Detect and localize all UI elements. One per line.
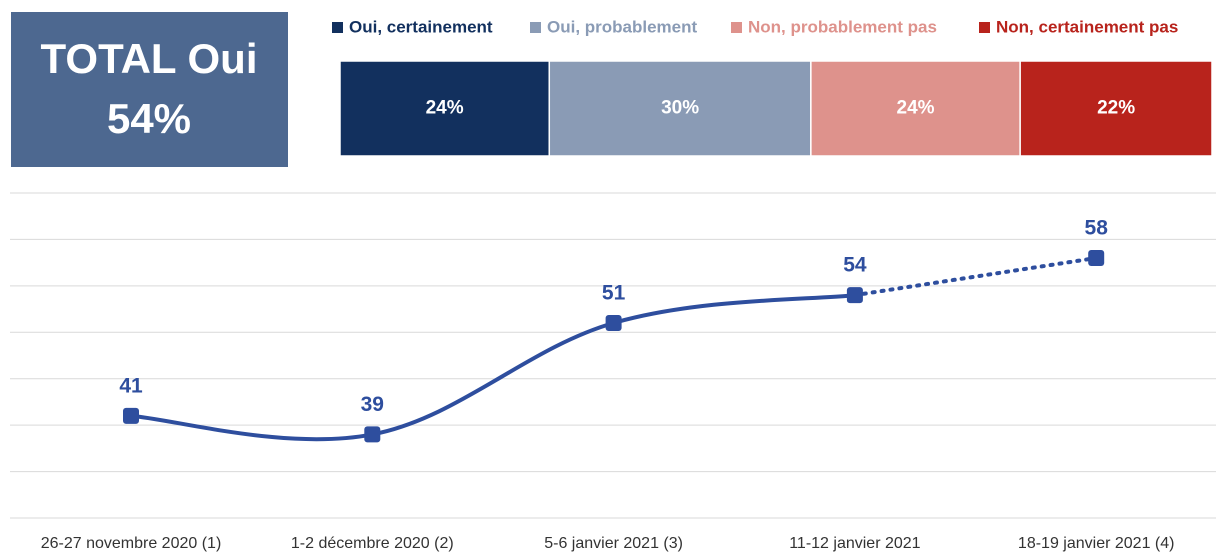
bar-label: 24% <box>426 98 464 119</box>
bar-segment <box>1019 60 1213 157</box>
legend-swatch <box>530 22 541 33</box>
marker <box>364 426 381 443</box>
bar-segment <box>548 60 812 157</box>
marker <box>123 407 139 424</box>
legend-label: Oui, certainement <box>349 17 493 36</box>
bar-segment <box>339 60 551 157</box>
legend-swatch <box>979 22 990 33</box>
legend-label: Non, certainement pas <box>996 17 1178 36</box>
legend-label: Oui, probablement <box>547 17 698 36</box>
summary-value: 54% <box>107 95 191 142</box>
bar-segment <box>810 60 1021 157</box>
bar-label: 22% <box>1097 98 1135 119</box>
bar-label: 30% <box>661 98 699 119</box>
dotted-line <box>852 256 1099 298</box>
line <box>130 293 856 442</box>
marker <box>846 287 863 304</box>
x-tick-label: 18-19 janvier 2021 (4) <box>1018 535 1175 552</box>
summary-box <box>11 12 288 167</box>
x-tick-label: 26-27 novembre 2020 (1) <box>41 535 222 552</box>
bar-label: 24% <box>897 98 935 119</box>
data-label: 58 <box>1085 217 1109 240</box>
data-label: 54 <box>843 254 867 277</box>
data-label: 41 <box>119 374 143 397</box>
legend-swatch <box>731 22 742 33</box>
legend-label: Non, probablement pas <box>748 17 937 36</box>
marker <box>605 315 622 331</box>
x-tick-label: 11-12 janvier 2021 <box>789 535 920 552</box>
marker <box>1088 250 1105 266</box>
data-label: 51 <box>602 282 626 305</box>
x-tick-label: 1-2 décembre 2020 (2) <box>291 535 454 552</box>
summary-title: TOTAL Oui <box>41 35 258 82</box>
x-tick-label: 5-6 janvier 2021 (3) <box>544 535 683 552</box>
data-label: 39 <box>361 393 384 416</box>
legend-swatch <box>332 22 343 33</box>
